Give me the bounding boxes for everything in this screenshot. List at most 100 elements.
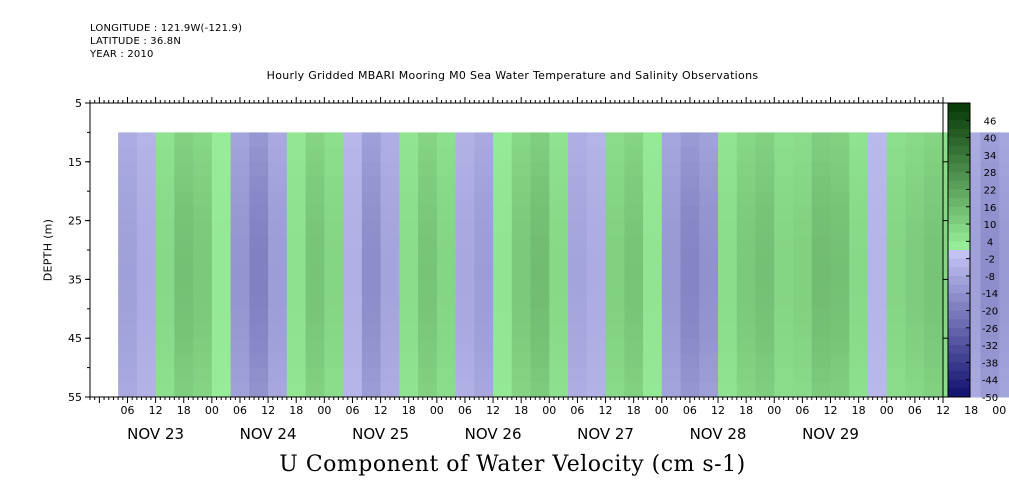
heatmap-cell [924, 308, 944, 324]
heatmap-cell [586, 308, 607, 324]
heatmap-cell [774, 367, 794, 383]
heatmap-cell [230, 191, 250, 207]
heatmap-cell [286, 382, 307, 398]
heatmap-cell [230, 367, 250, 383]
heatmap-cell [193, 250, 213, 266]
heatmap-cell [324, 176, 344, 192]
heatmap-cell [474, 294, 494, 310]
heatmap-cell [755, 367, 775, 383]
heatmap-cell [793, 191, 813, 207]
heatmap-cell [474, 147, 494, 163]
heatmap-cell [474, 323, 494, 339]
heatmap-cell [830, 205, 850, 222]
heatmap-cell [399, 308, 419, 324]
heatmap-cell [474, 308, 494, 324]
heatmap-cell [305, 235, 325, 251]
heatmap-cell [680, 308, 700, 324]
colorbar-swatch [948, 172, 970, 182]
heatmap-cell [343, 176, 363, 192]
x-axis-label: U Component of Water Velocity (cm s-1) [279, 452, 746, 477]
heatmap-cell [399, 132, 419, 148]
heatmap-cell [436, 220, 457, 236]
heatmap-cell [868, 323, 888, 339]
heatmap-cell [455, 323, 475, 339]
heatmap-cell [624, 382, 644, 398]
heatmap-cell [811, 147, 832, 163]
heatmap-cell [418, 147, 438, 163]
heatmap-cell [924, 250, 944, 266]
heatmap-cell [586, 352, 607, 369]
heatmap-cell [361, 367, 382, 383]
heatmap-cell [455, 205, 475, 222]
heatmap-cell [980, 279, 1000, 295]
heatmap-cell [174, 176, 194, 192]
heatmap-cell [380, 294, 400, 310]
heatmap-cell [399, 161, 419, 177]
heatmap-cell [418, 367, 438, 383]
heatmap-cell [174, 352, 194, 369]
heatmap-cell [455, 294, 475, 310]
heatmap-cell [211, 205, 232, 222]
x-hour-label: 18 [627, 404, 641, 417]
heatmap-cell [774, 235, 794, 251]
heatmap-cell [455, 191, 475, 207]
colorbar-swatch [948, 275, 970, 285]
heatmap-cell [605, 235, 625, 251]
heatmap-cell [568, 382, 588, 398]
heatmap-cell [830, 220, 850, 236]
heatmap-cell [849, 191, 869, 207]
heatmap-cell [455, 147, 475, 163]
heatmap-cell [530, 250, 550, 266]
heatmap-cell [980, 250, 1000, 266]
heatmap-cell [343, 367, 363, 383]
heatmap-cell [718, 294, 738, 310]
colorbar-swatch [948, 103, 970, 113]
heatmap-cell [980, 132, 1000, 148]
heatmap-cell [211, 161, 232, 177]
heatmap-cell [736, 367, 757, 383]
heatmap-cell [699, 220, 719, 236]
heatmap-cell [736, 279, 757, 295]
heatmap-cell [361, 235, 382, 251]
heatmap-cell [605, 176, 625, 192]
y-tick-label: 15 [68, 156, 82, 169]
heatmap-cell [530, 235, 550, 251]
heatmap-cell [380, 132, 400, 148]
heatmap-cell [418, 220, 438, 236]
heatmap-cell [643, 176, 663, 192]
heatmap-cell [624, 323, 644, 339]
heatmap-cell [249, 367, 269, 383]
heatmap-cell [493, 205, 513, 222]
heatmap-cell [455, 352, 475, 369]
heatmap-cell [905, 264, 925, 280]
heatmap-cell [755, 323, 775, 339]
heatmap-cell [399, 147, 419, 163]
heatmap-cell [549, 250, 569, 266]
heatmap-cell [830, 250, 850, 266]
heatmap-cell [624, 147, 644, 163]
x-hour-label: 00 [542, 404, 556, 417]
heatmap-cell [455, 250, 475, 266]
heatmap-cell [118, 323, 138, 339]
heatmap-cell [568, 323, 588, 339]
heatmap-cell [436, 176, 457, 192]
heatmap-cell [155, 176, 175, 192]
heatmap-cell [605, 250, 625, 266]
colorbar-label: 40 [984, 134, 997, 145]
heatmap-cell [343, 308, 363, 324]
heatmap-cell [118, 367, 138, 383]
heatmap-cell [530, 176, 550, 192]
x-day-label: NOV 27 [577, 425, 634, 443]
heatmap-cell [849, 308, 869, 324]
heatmap-cell [830, 191, 850, 207]
heatmap-cell [343, 382, 363, 398]
heatmap-cell [905, 176, 925, 192]
heatmap-cell [624, 220, 644, 236]
heatmap-cell [811, 308, 832, 324]
heatmap-cell [286, 132, 307, 148]
heatmap-cell [905, 352, 925, 369]
heatmap-cell [999, 220, 1009, 236]
heatmap-cell [193, 382, 213, 398]
heatmap-cell [493, 294, 513, 310]
